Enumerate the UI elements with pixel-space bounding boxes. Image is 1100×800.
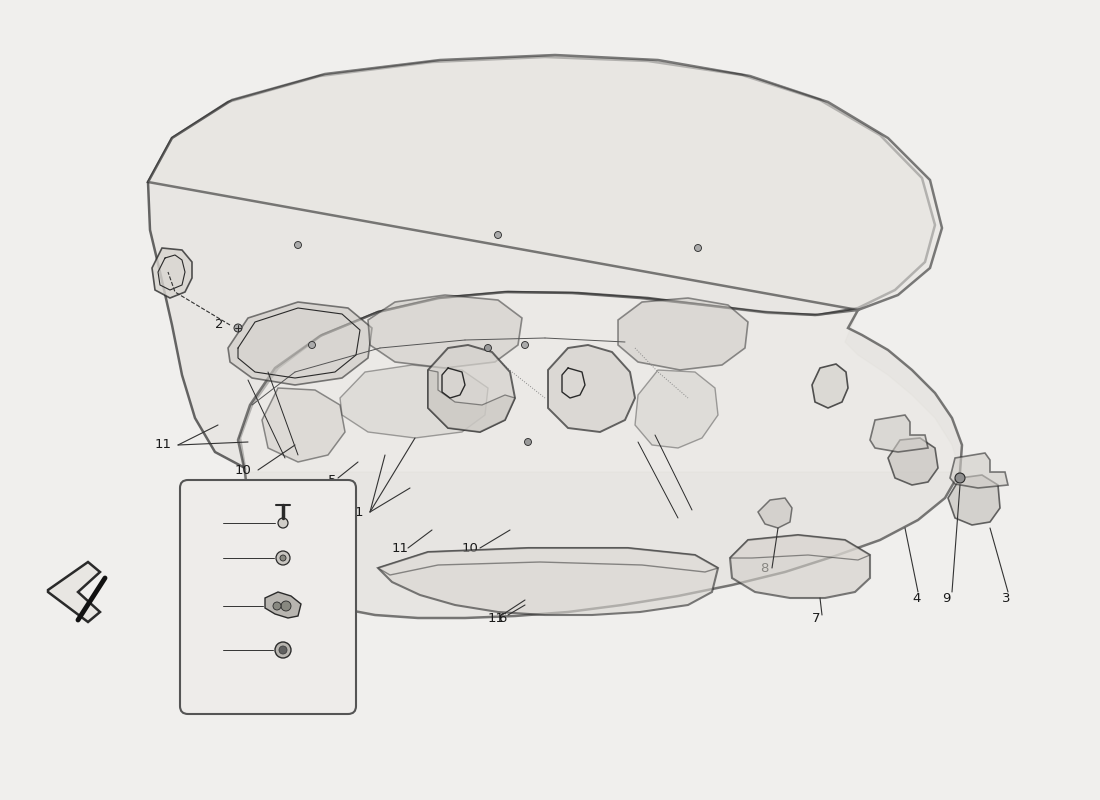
Circle shape	[694, 245, 702, 251]
Polygon shape	[548, 345, 635, 432]
Text: 15: 15	[204, 551, 219, 565]
Text: 11: 11	[488, 611, 505, 625]
Circle shape	[484, 345, 492, 351]
FancyBboxPatch shape	[180, 480, 356, 714]
Text: 5: 5	[328, 474, 337, 486]
Polygon shape	[228, 302, 372, 385]
Circle shape	[495, 231, 502, 238]
Polygon shape	[378, 548, 718, 615]
Text: 11: 11	[392, 542, 409, 554]
Text: 9: 9	[942, 591, 950, 605]
Circle shape	[280, 555, 286, 561]
Polygon shape	[148, 55, 962, 618]
Text: 10: 10	[462, 542, 478, 554]
Polygon shape	[888, 438, 938, 485]
Circle shape	[276, 551, 290, 565]
Text: 11: 11	[155, 438, 172, 451]
Polygon shape	[950, 453, 1008, 488]
Polygon shape	[152, 248, 192, 298]
Circle shape	[280, 601, 292, 611]
Text: 13: 13	[204, 643, 219, 657]
Circle shape	[955, 473, 965, 483]
Polygon shape	[635, 370, 718, 448]
Circle shape	[295, 242, 301, 249]
Polygon shape	[730, 535, 870, 560]
Polygon shape	[812, 364, 848, 408]
Polygon shape	[148, 57, 935, 468]
Polygon shape	[758, 498, 792, 528]
Text: 14: 14	[204, 517, 219, 530]
Text: 2: 2	[214, 318, 223, 331]
Circle shape	[308, 342, 316, 349]
Polygon shape	[340, 365, 488, 438]
Polygon shape	[730, 535, 870, 598]
Polygon shape	[378, 548, 718, 575]
Text: 3: 3	[1002, 591, 1011, 605]
Polygon shape	[262, 388, 345, 462]
Text: 6: 6	[498, 611, 506, 625]
Circle shape	[234, 324, 242, 332]
Circle shape	[525, 438, 531, 446]
Polygon shape	[618, 298, 748, 370]
Circle shape	[273, 602, 280, 610]
Polygon shape	[428, 370, 515, 432]
Text: 10: 10	[235, 463, 252, 477]
Polygon shape	[265, 592, 301, 618]
Text: 12: 12	[204, 599, 219, 613]
Polygon shape	[870, 415, 928, 452]
Circle shape	[521, 342, 528, 349]
Circle shape	[279, 646, 287, 654]
Polygon shape	[238, 310, 962, 618]
Circle shape	[278, 518, 288, 528]
Polygon shape	[48, 562, 100, 622]
Text: 7: 7	[812, 611, 821, 625]
Text: 1: 1	[355, 506, 363, 518]
Polygon shape	[428, 345, 515, 432]
Text: 4: 4	[912, 591, 921, 605]
Polygon shape	[948, 475, 1000, 525]
Circle shape	[275, 642, 292, 658]
Polygon shape	[368, 295, 522, 368]
Text: 8: 8	[760, 562, 769, 574]
